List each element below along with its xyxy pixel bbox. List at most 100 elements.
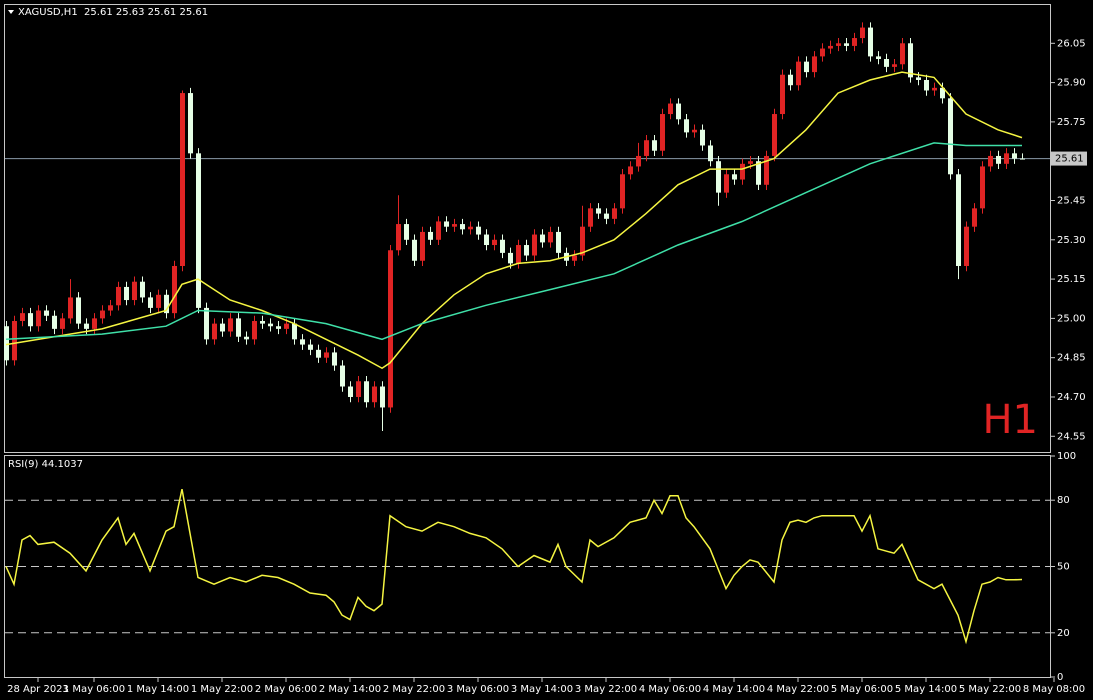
candle-body — [76, 297, 81, 324]
candle-body — [268, 323, 273, 327]
candle-body — [740, 163, 745, 180]
candle-body — [972, 208, 977, 227]
candle-body — [324, 352, 329, 358]
candle-body — [100, 310, 105, 319]
candle-body — [748, 161, 753, 164]
x-tick-label: 1 May 14:00 — [127, 684, 189, 695]
candle-body — [884, 59, 889, 67]
line-series — [5, 142, 1022, 341]
candle-body — [860, 27, 865, 39]
candle-body — [404, 224, 409, 240]
candle-body — [260, 321, 265, 324]
candle-body — [636, 155, 641, 167]
candle-body — [772, 114, 777, 156]
candle-body — [20, 313, 25, 322]
candle-body — [716, 161, 721, 193]
candle-body — [820, 48, 825, 57]
candle-body — [396, 224, 401, 251]
candle-body — [540, 234, 545, 243]
candle-body — [596, 208, 601, 214]
candle-body — [996, 155, 1001, 164]
candle-body — [284, 323, 289, 329]
y-tick-label: 0 — [1057, 672, 1063, 683]
candle-body — [556, 231, 561, 253]
candle-body — [212, 323, 217, 340]
candle-body — [516, 245, 521, 264]
candle-body — [612, 208, 617, 219]
candle-body — [1020, 158, 1025, 160]
price-panel — [4, 4, 1051, 453]
candle-body — [436, 221, 441, 240]
candle-body — [908, 43, 913, 78]
candle-body — [732, 174, 737, 180]
candle-body — [468, 226, 473, 230]
candle-body — [692, 129, 697, 133]
candle-body — [308, 344, 313, 350]
y-tick-label: 25.15 — [1057, 274, 1086, 285]
candle-body — [364, 381, 369, 403]
candle-body — [52, 315, 57, 329]
x-tick-label: 2 May 06:00 — [255, 684, 317, 695]
candle-body — [172, 265, 177, 314]
candle-body — [388, 250, 393, 408]
x-tick-label: 1 May 06:00 — [63, 684, 125, 695]
x-tick-label: 3 May 06:00 — [447, 684, 509, 695]
candle-body — [276, 326, 281, 329]
candle-body — [340, 365, 345, 387]
y-tick-label: 25.00 — [1057, 313, 1086, 324]
x-tick-label: 5 May 14:00 — [895, 684, 957, 695]
menu-arrow[interactable] — [8, 10, 14, 14]
candle-body — [588, 208, 593, 227]
candle-body — [140, 281, 145, 298]
candle-body — [60, 318, 65, 329]
chart-title: XAGUSD,H1 25.61 25.63 25.61 25.61 — [18, 7, 208, 18]
x-tick-label: 3 May 22:00 — [575, 684, 637, 695]
candle-body — [628, 166, 633, 175]
candle-body — [508, 252, 513, 264]
candle-body — [412, 239, 417, 261]
candle-body — [644, 140, 649, 156]
candle-body — [228, 318, 233, 332]
candle-body — [28, 313, 33, 327]
candle-body — [116, 286, 121, 306]
candle-body — [68, 297, 73, 319]
candle-body — [1012, 153, 1017, 159]
candle-body — [492, 239, 497, 246]
candle-body — [124, 286, 129, 301]
candle-body — [84, 323, 89, 329]
y-tick-label: 24.85 — [1057, 353, 1086, 364]
x-tick-label: 4 May 22:00 — [767, 684, 829, 695]
line-series — [5, 488, 1023, 645]
candle-body — [932, 87, 937, 91]
y-tick-label: 25.45 — [1057, 195, 1086, 206]
x-tick-label: 4 May 14:00 — [703, 684, 765, 695]
candle-body — [292, 323, 297, 340]
candle-body — [300, 339, 305, 345]
timeframe-watermark: H1 — [982, 397, 1038, 443]
candle-body — [724, 174, 729, 193]
candle-body — [916, 77, 921, 80]
current-price-label: 25.61 — [1055, 154, 1084, 165]
candle-body — [444, 221, 449, 227]
candle-body — [892, 64, 897, 67]
candle-body — [164, 294, 169, 314]
candle-body — [236, 318, 241, 337]
candle-body — [252, 321, 257, 340]
x-tick-label: 3 May 14:00 — [511, 684, 573, 695]
x-tick-label: 5 May 06:00 — [831, 684, 893, 695]
x-tick-label: 2 May 22:00 — [383, 684, 445, 695]
candle-body — [924, 79, 929, 91]
y-tick-label: 20 — [1057, 628, 1070, 639]
rsi-title: RSI(9) 44.1037 — [8, 459, 83, 470]
candle-body — [372, 386, 377, 403]
candle-body — [668, 103, 673, 115]
candle-body — [948, 98, 953, 175]
candle-body — [92, 318, 97, 329]
candle-body — [148, 297, 153, 308]
candle-body — [356, 381, 361, 397]
candle-body — [428, 231, 433, 240]
candle-body — [788, 74, 793, 86]
y-tick-label: 100 — [1057, 451, 1076, 462]
candle-body — [156, 294, 161, 308]
candle-body — [500, 239, 505, 253]
